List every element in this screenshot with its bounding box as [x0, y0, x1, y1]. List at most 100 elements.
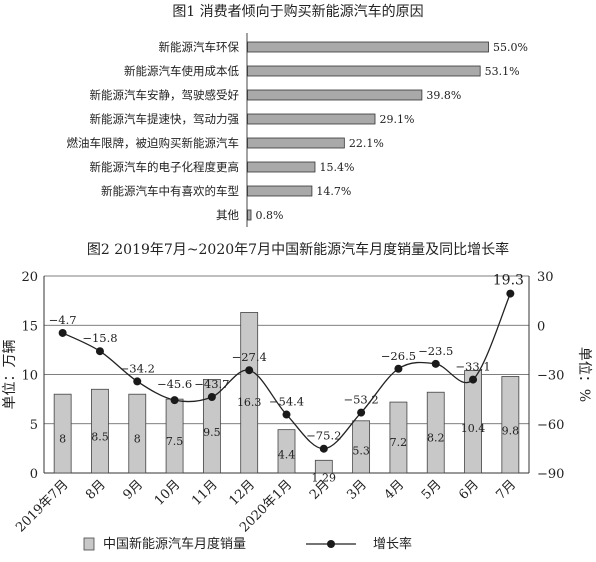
chart2-x-tick-label: 11月 [189, 477, 220, 508]
chart2-y-tick-label: 0 [30, 467, 38, 482]
chart2-legend-line-label: 增长率 [373, 536, 412, 552]
chart1-value-label: 22.1% [349, 137, 384, 150]
chart1-value-label: 29.1% [380, 113, 415, 126]
chart1-bar [247, 161, 316, 173]
chart2-bar [464, 370, 482, 474]
chart2-growth-point [282, 410, 291, 419]
chart2-growth-label: −54.4 [269, 395, 304, 409]
chart1-category-label: 新能源汽车安静，驾驶感受好 [90, 88, 240, 102]
chart1-value-label: 15.4% [319, 161, 354, 174]
chart1-bar [247, 113, 376, 125]
chart2-bar [91, 388, 109, 474]
chart2-growth-point [469, 375, 478, 384]
chart2-bar-label: 7.2 [390, 436, 408, 449]
chart2-growth-label: −53.2 [343, 393, 378, 407]
chart1-value-label: 14.7% [316, 185, 351, 198]
chart2-legend-bar-label: 中国新能源汽车月度销量 [103, 536, 246, 552]
chart1-svg: 新能源汽车环保 55.0% 新能源汽车使用成本低 53.1% 新能源汽车安静，驾驶感受好… [67, 33, 528, 227]
chart1-category-label: 新能源汽车环保 [159, 40, 240, 54]
chart2-x-tick-label: 5月 [419, 477, 445, 503]
chart1-category-label: 燃油车限牌，被迫购买新能源汽车 [67, 136, 240, 150]
chart2-x-tick-label: 2019年7月 [13, 477, 71, 535]
chart2-bar-label: 4.4 [278, 448, 296, 461]
chart2-growth-point [357, 408, 366, 417]
chart2-bar-label: 8 [59, 433, 66, 446]
chart2-y-tick-label: 5 [30, 418, 38, 433]
chart2-y2-axis-title: 单位：% [576, 347, 592, 402]
chart2-y2-tick-label: 0 [537, 319, 545, 334]
chart2-bar-label: 10.4 [461, 422, 486, 435]
chart1-category-label: 新能源汽车中有喜欢的车型 [101, 184, 239, 198]
chart2-bar-label: 16.3 [237, 396, 262, 409]
chart2-growth-label: −33.1 [455, 360, 490, 374]
chart1-value-label: 39.8% [426, 89, 461, 102]
chart2-y-tick-label: 15 [21, 319, 38, 334]
chart2-x-tick-label: 3月 [344, 477, 370, 503]
chart2-bar [202, 379, 221, 474]
chart2-x-tick-label: 6月 [456, 477, 482, 503]
chart1-category-label: 新能源汽车提速快，驾动力强 [90, 112, 240, 126]
chart2-bar [240, 312, 259, 474]
chart2-y2-tick-label: 30 [537, 270, 554, 285]
chart2-growth-label: −4.7 [49, 313, 77, 327]
chart2-bar-label: 8 [134, 433, 141, 446]
chart1-bar [247, 209, 252, 221]
chart2-growth-label: −34.2 [120, 361, 155, 375]
chart2-bar-label: 9.5 [203, 426, 221, 439]
chart2-growth-point [394, 364, 403, 373]
chart1-category-label: 新能源汽车的电子化程度更高 [90, 160, 240, 174]
chart2-growth-label: −26.5 [381, 349, 416, 363]
chart2-growth-label: −15.8 [82, 331, 117, 345]
chart1-value-label: 0.8% [256, 209, 284, 222]
chart2-growth-point [319, 444, 328, 453]
chart2-growth-point [506, 289, 515, 298]
chart1-value-label: 55.0% [493, 41, 528, 54]
chart2-x-tick-label: 4月 [382, 477, 408, 503]
chart2-x-tick-label: 9月 [120, 477, 146, 503]
chart2-bar [426, 391, 445, 474]
chart2-bar-label: 1.29 [312, 471, 337, 484]
chart2-bar-label: 8.2 [427, 432, 445, 445]
chart2-legend-line-marker [327, 540, 335, 548]
chart2-growth-point [245, 366, 254, 375]
chart1-bar [247, 137, 345, 149]
chart2-x-tick-label: 8月 [83, 477, 109, 503]
chart2-bar [53, 393, 72, 474]
chart1-bar [247, 41, 489, 53]
chart2-bar-label: 7.5 [166, 435, 184, 448]
chart2-growth-label: −75.2 [306, 429, 341, 443]
chart1-title: 图1 消费者倾向于购买新能源汽车的原因 [172, 4, 424, 20]
chart2-title: 图2 2019年7月~2020年7月中国新能源汽车月度销量及同比增长率 [86, 242, 510, 258]
chart2-growth-label: −45.6 [157, 377, 192, 391]
chart2-bar-label: 9.8 [502, 425, 520, 438]
chart2-bar [389, 401, 408, 474]
chart1-value-label: 53.1% [485, 65, 520, 78]
chart2-growth-point [207, 392, 216, 401]
chart2-bar [314, 459, 333, 474]
chart2-y2-tick-label: −90 [537, 467, 564, 482]
chart2-bar [277, 429, 296, 474]
chart2-x-tick-label: 7月 [494, 477, 520, 503]
chart1-bar [247, 185, 313, 197]
chart2-bar [128, 393, 147, 474]
chart2-growth-label: 19.3 [493, 273, 524, 289]
chart2-growth-point [133, 377, 142, 386]
chart2-y-tick-label: 20 [21, 270, 38, 285]
chart2-growth-label: −23.5 [418, 344, 453, 358]
chart2-bar-label: 5.3 [352, 445, 370, 458]
chart2-growth-point [58, 328, 67, 337]
chart2-growth-label: −27.4 [232, 350, 267, 364]
chart2-growth-point [431, 359, 440, 368]
chart1-bar [247, 89, 423, 101]
chart1-bar [247, 65, 481, 77]
chart2-bar-label: 8.5 [91, 430, 109, 443]
chart2-growth-label: −43.7 [194, 377, 229, 391]
chart2-y-axis-title: 单位：万辆 [2, 340, 18, 410]
chart1-category-label: 新能源汽车使用成本低 [124, 64, 239, 78]
chart2-x-tick-label: 10月 [152, 477, 183, 508]
chart2-growth-point [170, 396, 179, 405]
chart2-y2-tick-label: −30 [537, 369, 564, 384]
chart2-bar [352, 420, 371, 474]
chart2-legend-bar-swatch [83, 537, 95, 551]
